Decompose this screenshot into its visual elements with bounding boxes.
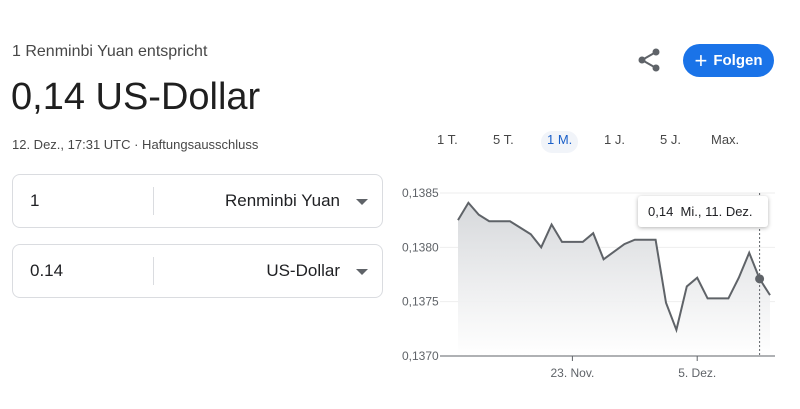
follow-label: Folgen <box>713 52 763 69</box>
x-tick-label: 23. Nov. <box>550 366 594 380</box>
dropdown-arrow-icon[interactable] <box>356 199 368 205</box>
plus-icon: + <box>694 47 708 73</box>
to-amount-input[interactable]: 0.14 <box>30 261 64 280</box>
tooltip-value: 0,14 <box>648 204 674 219</box>
chart-tooltip: 0,14 Mi., 11. Dez. <box>638 196 768 227</box>
range-tab[interactable]: 1 M. <box>541 131 579 153</box>
from-amount-input[interactable]: 1 <box>30 191 40 210</box>
conversion-result: 0,14 US-Dollar <box>11 76 261 118</box>
to-currency-select[interactable]: US-Dollar <box>266 261 340 280</box>
divider <box>153 187 154 215</box>
hover-point <box>755 274 765 284</box>
share-icon[interactable] <box>636 47 662 78</box>
y-tick-label: 0,1380 <box>402 240 439 254</box>
range-tab[interactable]: 5 T. <box>493 132 514 147</box>
tooltip-date: Mi., 11. Dez. <box>680 204 753 219</box>
conversion-subtitle: 1 Renminbi Yuan entspricht <box>12 43 208 60</box>
range-tab[interactable]: Max. <box>711 132 740 147</box>
divider <box>153 257 154 285</box>
timestamp-disclaimer: 12. Dez., 17:31 UTC · Haftungsausschluss <box>12 137 259 152</box>
from-currency-select[interactable]: Renminbi Yuan <box>225 191 340 210</box>
range-tab[interactable]: 5 J. <box>660 132 681 147</box>
follow-button[interactable]: + Folgen <box>683 44 774 77</box>
y-tick-label: 0,1375 <box>402 295 439 309</box>
range-tab[interactable]: 1 T. <box>437 132 458 147</box>
chart-line <box>457 201 771 334</box>
to-currency-row: 0.14 US-Dollar <box>12 244 383 298</box>
y-tick-label: 0,1385 <box>402 186 439 200</box>
from-currency-row: 1 Renminbi Yuan <box>12 174 383 228</box>
x-tick-label: 5. Dez. <box>678 366 716 380</box>
dropdown-arrow-icon[interactable] <box>356 269 368 275</box>
range-tab[interactable]: 1 J. <box>604 132 625 147</box>
y-tick-label: 0,1370 <box>402 349 439 363</box>
